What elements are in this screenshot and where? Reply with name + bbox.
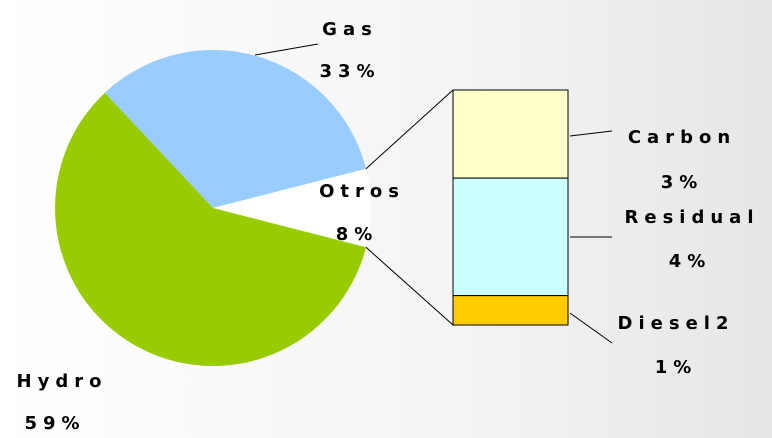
leader-line xyxy=(254,43,319,56)
leader-line xyxy=(569,312,613,344)
pie-slice xyxy=(213,168,371,248)
connector xyxy=(365,246,454,326)
pie-slice xyxy=(54,92,367,367)
connector xyxy=(365,89,454,170)
segment-label: Carbon xyxy=(628,127,736,148)
slice-value-label: 59% xyxy=(24,413,85,434)
slice-value-label: 8% xyxy=(336,224,379,245)
segment-label: Diesel2 xyxy=(618,313,735,334)
bar-segment xyxy=(452,177,569,297)
segment-value-label: 3% xyxy=(661,172,704,193)
bar-segment xyxy=(452,89,569,179)
segment-value-label: 4% xyxy=(669,251,712,272)
slice-label: Hydro xyxy=(17,371,108,392)
segment-value-label: 1% xyxy=(655,357,698,378)
bar-segment xyxy=(452,295,569,326)
slice-label: Otros xyxy=(319,181,405,202)
leader-line xyxy=(569,130,613,137)
slice-label: Gas xyxy=(322,19,378,40)
pie-slice xyxy=(104,50,367,208)
segment-label: Residual xyxy=(625,207,760,228)
slice-value-label: 33% xyxy=(319,61,380,82)
